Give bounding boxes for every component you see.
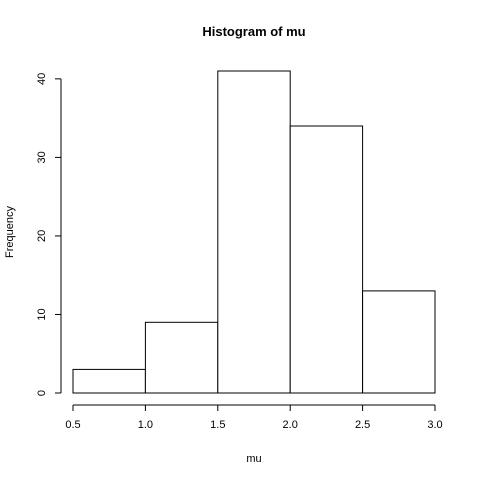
x-tick-label: 1.0 <box>138 419 153 431</box>
histogram-bar-2 <box>217 70 291 394</box>
y-axis: 0 10 20 30 40 <box>36 73 62 396</box>
histogram-bar-3 <box>289 125 364 394</box>
x-tick-label: 2.0 <box>283 419 298 431</box>
histogram-bar-0 <box>72 368 146 394</box>
y-tick-label: 30 <box>36 151 48 163</box>
chart-title: Histogram of mu <box>202 24 305 39</box>
x-tick-label: 0.5 <box>65 419 80 431</box>
y-tick-label: 40 <box>36 73 48 85</box>
x-axis-label: mu <box>246 453 261 465</box>
x-axis: 0.5 1.0 1.5 2.0 2.5 3.0 <box>65 404 443 431</box>
y-tick-label: 0 <box>36 390 48 396</box>
y-tick-label: 20 <box>36 230 48 242</box>
histogram-bar-4 <box>362 290 436 394</box>
x-tick-label: 1.5 <box>210 419 225 431</box>
y-axis-label: Frequency <box>4 206 16 258</box>
histogram-bar-1 <box>144 321 219 394</box>
x-tick-label: 3.0 <box>427 419 442 431</box>
x-tick-label: 2.5 <box>355 419 370 431</box>
y-tick-label: 10 <box>36 308 48 320</box>
bars-group <box>72 70 436 394</box>
